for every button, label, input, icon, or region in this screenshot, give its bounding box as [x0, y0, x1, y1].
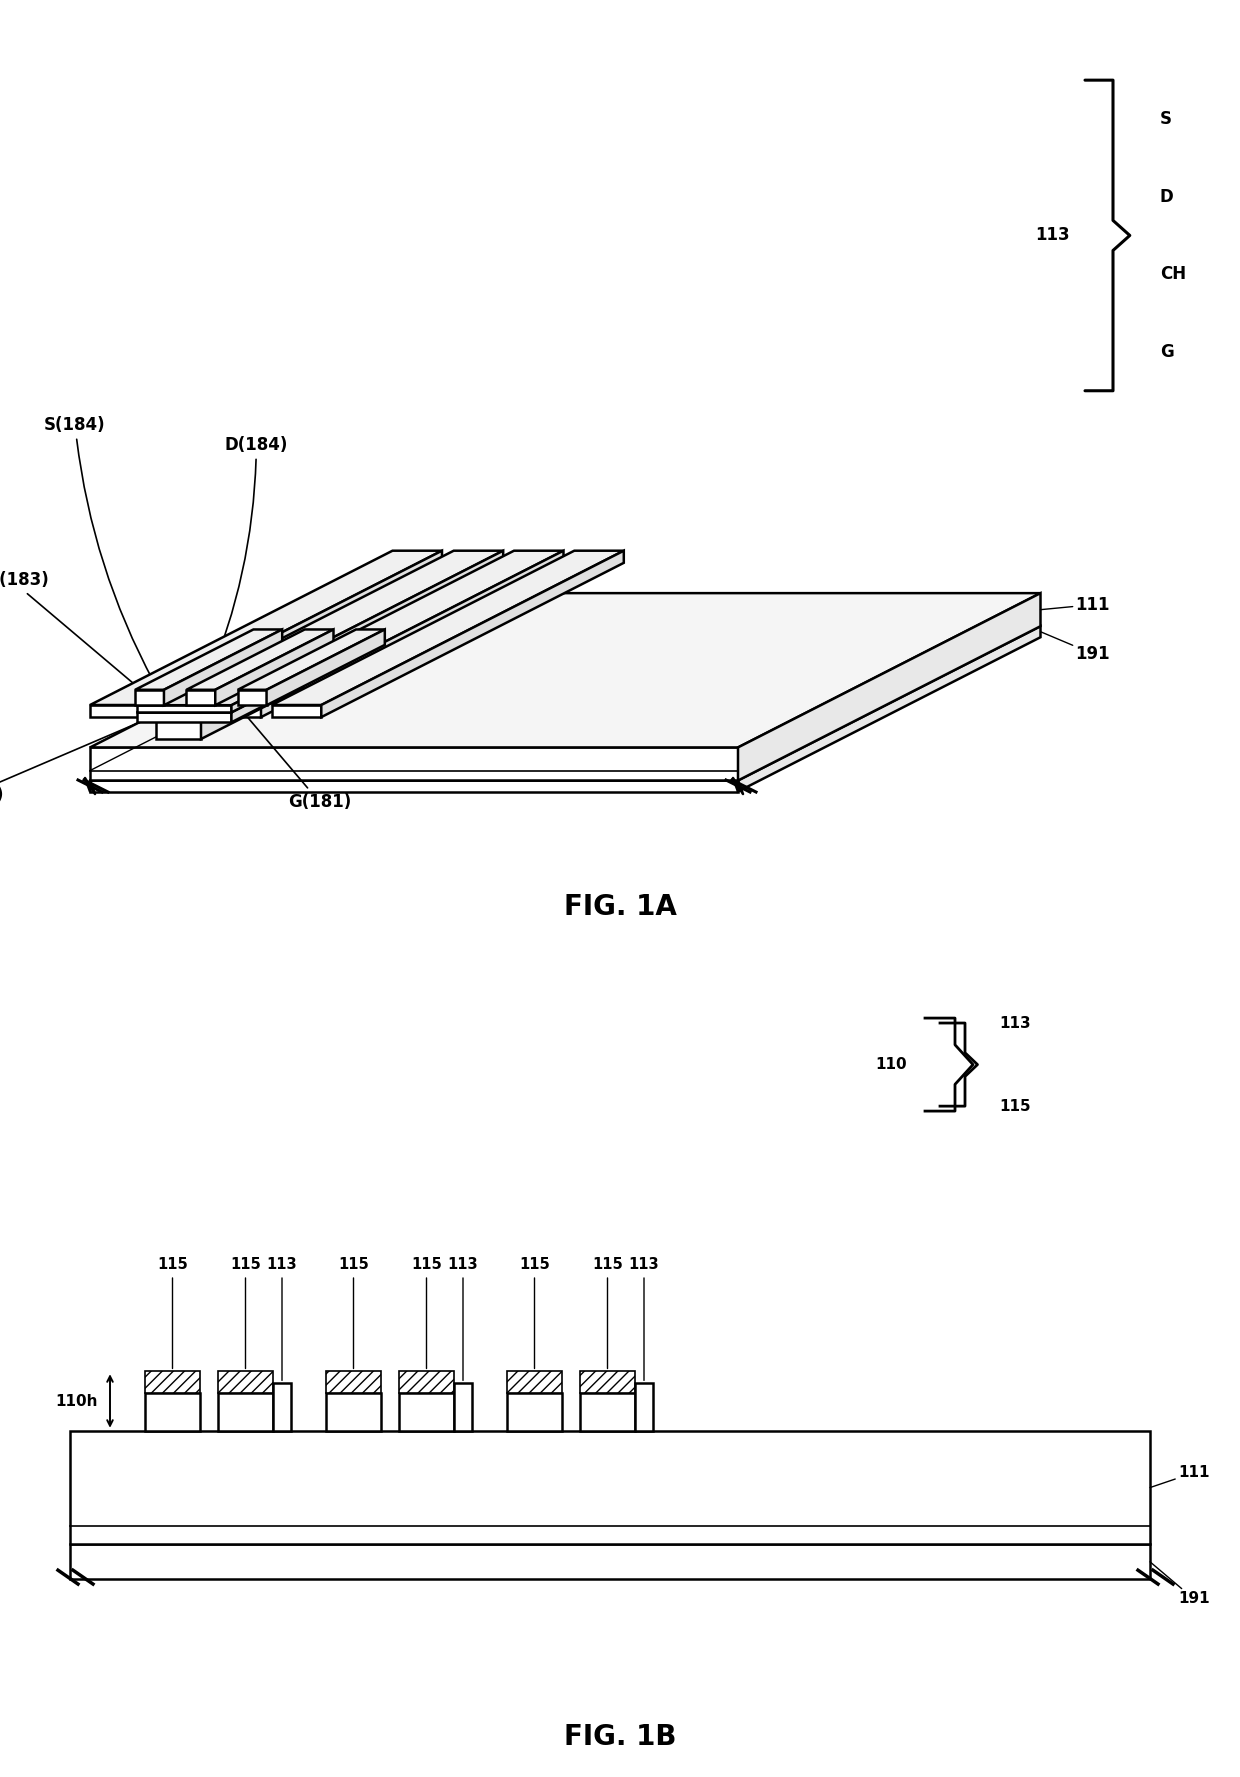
Polygon shape [136, 645, 350, 705]
Bar [507, 1372, 562, 1393]
Text: 113: 113 [1035, 226, 1070, 245]
Polygon shape [135, 629, 283, 689]
Bar [454, 1383, 472, 1430]
Bar [69, 1430, 1149, 1544]
Text: 110: 110 [875, 1057, 906, 1072]
Bar [507, 1393, 562, 1430]
Text: 115: 115 [593, 1258, 622, 1368]
Bar [218, 1372, 273, 1393]
Polygon shape [139, 551, 441, 718]
Polygon shape [238, 689, 267, 705]
Bar [326, 1393, 381, 1430]
Text: GI(182): GI(182) [0, 718, 151, 805]
Text: G(181): G(181) [241, 709, 351, 810]
Text: 115: 115 [231, 1258, 260, 1368]
Bar [218, 1393, 273, 1430]
Polygon shape [201, 666, 303, 739]
Text: 111: 111 [1149, 1466, 1209, 1487]
Polygon shape [91, 626, 1040, 780]
Text: 115: 115 [412, 1258, 441, 1368]
Polygon shape [738, 594, 1040, 780]
Polygon shape [164, 629, 283, 705]
Text: D: D [1159, 188, 1173, 206]
Polygon shape [232, 645, 350, 713]
Text: CH: CH [1159, 265, 1185, 283]
Polygon shape [272, 551, 624, 705]
Text: 115: 115 [999, 1098, 1032, 1114]
Text: S: S [1159, 110, 1172, 128]
Text: 110h: 110h [56, 1393, 98, 1409]
Polygon shape [151, 705, 201, 718]
Polygon shape [238, 629, 384, 689]
Polygon shape [738, 626, 1040, 791]
Text: G: G [1159, 343, 1173, 361]
Bar [399, 1393, 454, 1430]
Bar [580, 1372, 635, 1393]
Bar [635, 1383, 653, 1430]
Text: 115: 115 [157, 1258, 188, 1368]
Text: 113: 113 [999, 1015, 1032, 1031]
Polygon shape [321, 551, 624, 718]
Bar [273, 1383, 291, 1430]
Polygon shape [201, 551, 503, 718]
Text: FIG. 1A: FIG. 1A [563, 892, 677, 920]
Text: S(184): S(184) [45, 416, 154, 682]
Text: D(184): D(184) [207, 435, 288, 682]
Polygon shape [156, 718, 201, 739]
Polygon shape [186, 689, 216, 705]
Polygon shape [136, 705, 232, 713]
Text: 191: 191 [1040, 631, 1110, 663]
Bar [69, 1544, 1149, 1580]
Polygon shape [212, 551, 563, 705]
Bar [580, 1393, 635, 1430]
Text: 113: 113 [448, 1258, 479, 1381]
Polygon shape [91, 705, 139, 718]
Polygon shape [186, 629, 334, 689]
Bar [326, 1372, 381, 1393]
Bar [145, 1372, 200, 1393]
Text: CH(183): CH(183) [0, 570, 151, 698]
Text: 115: 115 [339, 1258, 368, 1368]
Text: FIG. 1B: FIG. 1B [564, 1724, 676, 1752]
Polygon shape [91, 551, 441, 705]
Polygon shape [156, 666, 303, 718]
Bar [145, 1393, 200, 1430]
Polygon shape [136, 652, 350, 713]
Polygon shape [267, 629, 384, 705]
Polygon shape [151, 551, 503, 705]
Text: 115: 115 [520, 1258, 549, 1368]
Polygon shape [260, 551, 563, 718]
Polygon shape [135, 689, 164, 705]
Text: 191: 191 [1149, 1562, 1210, 1606]
Polygon shape [136, 713, 232, 721]
Polygon shape [91, 780, 738, 791]
Polygon shape [216, 629, 334, 705]
Polygon shape [91, 748, 738, 780]
Polygon shape [91, 594, 1040, 748]
Polygon shape [272, 705, 321, 718]
Bar [399, 1372, 454, 1393]
Polygon shape [232, 652, 350, 721]
Polygon shape [212, 705, 260, 718]
Text: 111: 111 [1040, 595, 1110, 613]
Text: 113: 113 [629, 1258, 660, 1381]
Text: 113: 113 [267, 1258, 298, 1381]
